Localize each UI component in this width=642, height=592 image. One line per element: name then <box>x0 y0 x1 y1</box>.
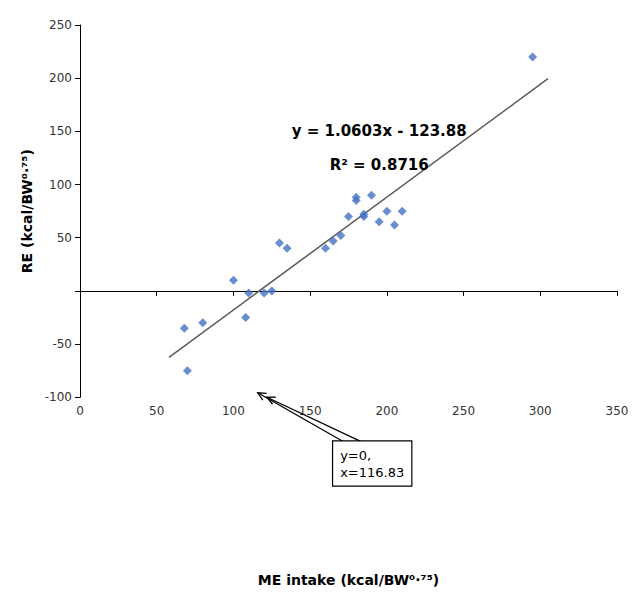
svg-text:y = 1.0603x - 123.88: y = 1.0603x - 123.88 <box>292 122 467 140</box>
svg-text:200: 200 <box>375 404 398 418</box>
svg-text:150: 150 <box>299 404 322 418</box>
svg-text:ME intake (kcal/BW⁰·⁷⁵): ME intake (kcal/BW⁰·⁷⁵) <box>258 572 439 588</box>
svg-text:y=0,: y=0, <box>340 448 371 463</box>
svg-text:150: 150 <box>49 124 72 138</box>
svg-text:250: 250 <box>452 404 475 418</box>
svg-text:RE (kcal/BW⁰·⁷⁵): RE (kcal/BW⁰·⁷⁵) <box>19 149 35 273</box>
svg-text:0: 0 <box>76 404 84 418</box>
svg-text:-100: -100 <box>45 390 72 404</box>
svg-text:200: 200 <box>49 71 72 85</box>
svg-text:350: 350 <box>606 404 629 418</box>
svg-text:300: 300 <box>529 404 552 418</box>
svg-text:100: 100 <box>49 178 72 192</box>
svg-text:x=116.83: x=116.83 <box>340 465 404 480</box>
svg-text:-50: -50 <box>52 337 72 351</box>
svg-text:50: 50 <box>57 231 72 245</box>
svg-text:R² = 0.8716: R² = 0.8716 <box>330 156 429 174</box>
svg-text:100: 100 <box>222 404 245 418</box>
svg-text:50: 50 <box>149 404 164 418</box>
svg-text:250: 250 <box>49 18 72 32</box>
